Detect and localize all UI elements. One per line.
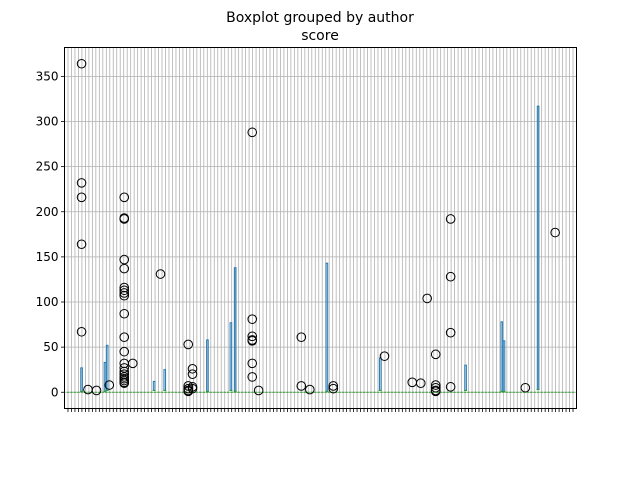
box bbox=[502, 340, 506, 392]
outlier-point bbox=[76, 239, 87, 250]
outlier-point bbox=[119, 378, 130, 389]
outlier-point bbox=[119, 346, 130, 357]
y-tick-label: 100 bbox=[36, 295, 59, 309]
outlier-point bbox=[445, 327, 456, 338]
y-tick-label: 200 bbox=[36, 205, 59, 219]
y-tick-label: 250 bbox=[36, 160, 59, 174]
outlier-point bbox=[247, 372, 258, 382]
box bbox=[464, 364, 467, 391]
outlier-point bbox=[119, 290, 130, 301]
outlier-point bbox=[445, 271, 456, 282]
grid-lines bbox=[64, 47, 577, 409]
outlier-point bbox=[430, 349, 441, 360]
outlier-point bbox=[328, 383, 339, 394]
outlier-point bbox=[119, 285, 130, 296]
outlier-point bbox=[119, 192, 130, 203]
outlier-point bbox=[104, 380, 115, 390]
outlier-point bbox=[445, 214, 456, 224]
outlier-point bbox=[247, 314, 258, 324]
outlier-point bbox=[247, 127, 258, 138]
outlier-point bbox=[91, 385, 102, 396]
outlier-point bbox=[187, 369, 198, 380]
outlier-point bbox=[183, 339, 194, 350]
outlier-point bbox=[119, 263, 130, 274]
y-tick-label: 150 bbox=[36, 250, 59, 264]
chart-subtitle: score bbox=[301, 28, 339, 44]
x-axis bbox=[67, 408, 574, 412]
outlier-point bbox=[155, 269, 166, 279]
box bbox=[152, 380, 156, 391]
outlier-point bbox=[550, 227, 560, 238]
outlier-point bbox=[296, 381, 307, 391]
y-tick-label: 0 bbox=[51, 385, 59, 399]
outlier-point bbox=[119, 288, 130, 298]
outlier-point bbox=[430, 380, 441, 390]
box bbox=[105, 344, 109, 391]
box bbox=[378, 357, 382, 391]
outlier-point bbox=[430, 382, 441, 393]
outlier-point bbox=[253, 385, 264, 396]
outlier-point bbox=[328, 381, 339, 391]
y-tick-label: 350 bbox=[36, 69, 59, 83]
outlier-point bbox=[247, 331, 258, 342]
outlier-point bbox=[119, 308, 130, 319]
y-tick-label: 50 bbox=[43, 340, 58, 354]
outlier-point bbox=[296, 332, 307, 343]
box bbox=[163, 369, 167, 391]
y-tick-label: 300 bbox=[36, 115, 59, 129]
outlier-point bbox=[76, 326, 87, 337]
box bbox=[229, 322, 233, 391]
outlier-point bbox=[76, 58, 87, 69]
outlier-point bbox=[76, 178, 87, 188]
outlier-point bbox=[415, 378, 426, 389]
outlier-point bbox=[119, 214, 130, 224]
outlier-point bbox=[76, 192, 87, 203]
y-axis: 0 50 100 150 200 250 300 350 bbox=[36, 69, 65, 399]
outlier-point bbox=[247, 336, 258, 346]
outlier-point bbox=[430, 386, 441, 397]
outlier-point bbox=[305, 384, 315, 395]
outlier-point bbox=[187, 363, 198, 374]
outlier-point bbox=[379, 351, 390, 361]
outlier-points bbox=[76, 58, 560, 397]
outlier-point bbox=[127, 358, 138, 369]
plot-frame bbox=[64, 47, 577, 409]
outlier-point bbox=[119, 332, 130, 343]
outlier-point bbox=[187, 383, 198, 394]
outlier-point bbox=[520, 382, 531, 393]
box-series bbox=[66, 105, 575, 393]
outlier-point bbox=[247, 358, 258, 369]
box bbox=[325, 262, 329, 392]
outlier-point bbox=[445, 382, 456, 392]
box bbox=[500, 321, 504, 392]
chart-title: Boxplot grouped by author bbox=[226, 10, 414, 26]
outlier-point bbox=[422, 293, 432, 304]
